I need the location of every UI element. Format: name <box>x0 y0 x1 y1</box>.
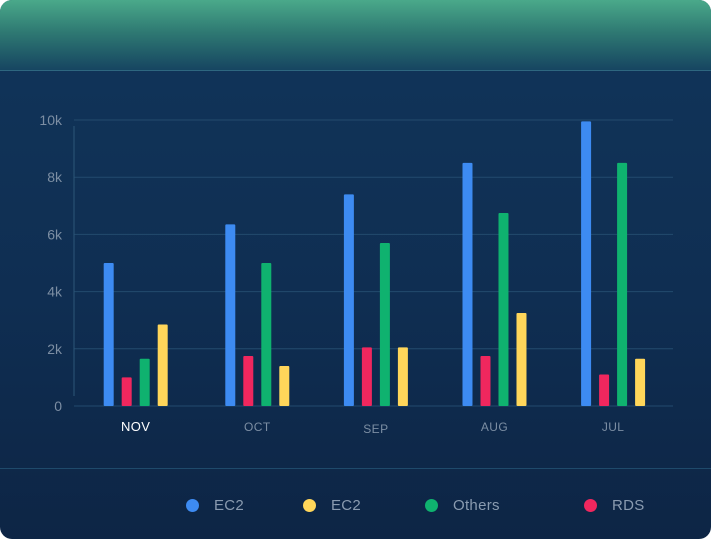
bar-jul-others <box>617 162 628 406</box>
legend-dot <box>186 498 199 512</box>
y-tick-label: 10k <box>39 112 63 128</box>
x-tick-label: JUL <box>602 420 625 434</box>
y-tick-label: 2k <box>47 341 63 357</box>
card-header <box>0 0 711 71</box>
bar-aug-others <box>498 212 509 406</box>
bar-aug-rds <box>480 355 491 406</box>
bar-sep-ec2 <box>397 347 408 406</box>
x-tick-label: AUG <box>481 420 508 434</box>
y-tick-label: 8k <box>47 169 63 185</box>
bar-sep-ec2 <box>343 194 354 406</box>
legend-dot <box>425 498 438 512</box>
legend-item-ec2-blue[interactable]: EC2 <box>186 490 244 520</box>
bar-nov-ec2 <box>157 324 168 406</box>
bar-jul-ec2 <box>635 358 646 406</box>
y-tick-label: 4k <box>47 284 63 300</box>
bar-sep-others <box>379 242 390 406</box>
legend-dot <box>303 498 316 512</box>
bar-sep-rds <box>361 347 372 406</box>
bar-oct-ec2 <box>279 365 290 406</box>
chart-legend: EC2 EC2 Others RDS <box>0 490 711 520</box>
bar-aug-ec2 <box>516 313 527 406</box>
legend-dot <box>584 498 597 512</box>
x-tick-label: NOV <box>121 419 150 434</box>
bar-nov-others <box>139 358 150 406</box>
legend-item-others[interactable]: Others <box>425 490 500 520</box>
bar-nov-rds <box>121 377 132 406</box>
bar-jul-rds <box>599 374 610 406</box>
bar-oct-ec2 <box>225 224 236 406</box>
bar-oct-rds <box>243 355 254 406</box>
legend-label: EC2 <box>331 496 362 514</box>
x-tick-label: SEP <box>363 422 388 436</box>
legend-item-ec2-yellow[interactable]: EC2 <box>303 490 361 520</box>
y-tick-label: 0 <box>54 398 62 414</box>
legend-label: EC2 <box>214 496 245 514</box>
bar-nov-ec2 <box>103 263 114 406</box>
bar-oct-others <box>261 263 272 406</box>
footer-divider <box>0 468 711 469</box>
legend-item-rds[interactable]: RDS <box>584 490 645 520</box>
legend-label: RDS <box>612 496 645 514</box>
bar-chart: 0 2k 4k 6k 8k 10k NOV OCT SEP AUG JUL <box>39 112 673 436</box>
x-tick-label: OCT <box>244 420 271 434</box>
legend-label: Others <box>453 496 500 514</box>
y-tick-label: 6k <box>47 226 63 242</box>
bar-jul-ec2 <box>581 121 592 407</box>
bar-aug-ec2 <box>462 162 473 406</box>
